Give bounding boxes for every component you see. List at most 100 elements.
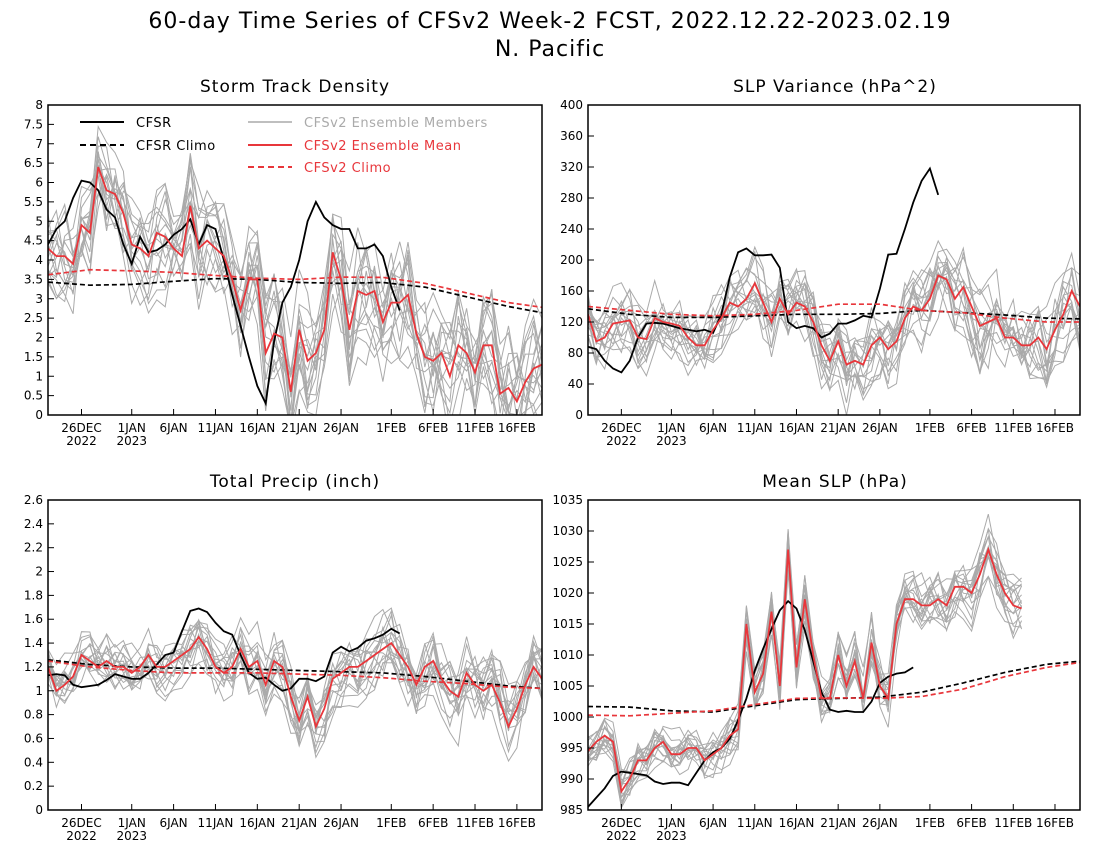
x-tick-label: 6JAN [160,421,188,435]
y-tick-label: 0.8 [24,708,43,722]
x-tick-label: 16JAN [779,421,815,435]
ensemble-member-line [48,153,538,415]
y-tick-label: 7 [35,137,43,151]
x-tick-label: 26JAN [862,421,898,435]
ensemble-member-line [48,609,542,734]
y-tick-label: 40 [568,377,583,391]
x-tick-label: 26DEC [61,421,101,435]
legend-label-ensemble-mean: CFSv2 Ensemble Mean [304,139,461,154]
y-tick-label: 1 [35,369,43,383]
x-tick-label: 6JAN [160,816,188,830]
y-tick-label: 1015 [552,617,583,631]
y-tick-label: 2 [35,331,43,345]
panel-total-precip: Total Precip (inch) 0 0.2 0.4 0.6 0.8 1 1.2 1.4… [24,472,543,843]
x-tick-year-label: 2022 [606,434,637,448]
x-tick-label: 6FEB [956,816,986,830]
x-tick-label: 26JAN [862,816,898,830]
series-line-cfsv2-ensemble-mean [588,274,1080,366]
series-line-cfsv2-climo [588,303,1080,323]
x-tick-year-label: 2023 [116,434,147,448]
x-tick-label: 21JAN [281,421,317,435]
y-tick-label: 0.5 [24,389,43,403]
y-tick-label: 1 [35,684,43,698]
y-tick-label: 4 [35,253,43,267]
x-tick-label: 16JAN [239,816,275,830]
x-tick-label: 11JAN [737,421,773,435]
legend-label-cfsr: CFSR [136,116,172,131]
y-tick-label: 5.5 [24,195,43,209]
x-tick-year-label: 2022 [66,829,97,843]
panel-storm-track-density: Storm Track Density 0 0.5 1 1.5 2 2.5 3 3.5 4 4.5… [24,77,543,448]
y-tick-label: 0.4 [24,755,43,769]
x-tick-label: 11FEB [994,421,1032,435]
ensemble-member-line [48,608,542,731]
panel-title: Mean SLP (hPa) [762,472,908,492]
panel-title: Total Precip (inch) [209,472,380,492]
ensemble-member-line [588,248,1080,402]
plot-frame [47,499,543,811]
legend-label-cfsr-climo: CFSR Climo [136,139,216,154]
y-tick-label: 3.5 [24,272,43,286]
ensemble-member-line [48,165,542,408]
x-tick-year-label: 2022 [66,434,97,448]
y-tick-label: 1.5 [24,350,43,364]
y-tick-label: 8 [35,98,43,112]
ensemble-member-line [588,530,1022,808]
y-tick-label: 0.2 [24,779,43,793]
series-line-cfsr-climo [48,277,542,314]
x-tick-label: 11FEB [456,816,494,830]
series-line-cfsv2-climo [48,660,542,690]
ensemble-member-line [48,627,542,754]
y-tick-label: 200 [560,253,583,267]
ensemble-member-line [588,527,1023,799]
x-tick-label: 16FEB [498,421,536,435]
legend-label-ensemble-members: CFSv2 Ensemble Members [304,116,488,131]
y-tick-label: 280 [560,191,583,205]
x-tick-label: 21JAN [820,816,856,830]
y-tick-label: 995 [560,741,583,755]
ensemble-members [588,513,1023,810]
x-tick-label: 1FEB [915,816,945,830]
series-line-cfsr [588,599,914,808]
x-tick-label: 6JAN [699,421,727,435]
ensemble-member-line [48,173,542,415]
y-tick-label: 2.2 [24,541,43,555]
y-tick-label: 160 [560,284,583,298]
series-line-cfsr [48,607,401,692]
y-tick-label: 3 [35,292,43,306]
y-tick-label: 1030 [552,524,583,538]
ensemble-members [48,124,542,415]
y-tick-label: 0 [35,408,43,422]
x-tick-label: 16JAN [239,421,275,435]
figure-title: 60-day Time Series of CFSv2 Week-2 FCST,… [148,9,951,34]
x-tick-label: 6FEB [418,816,448,830]
plot-frame [587,104,1081,416]
ensemble-member-line [588,513,1022,785]
y-tick-label: 4.5 [24,234,43,248]
y-tick-label: 2.5 [24,311,43,325]
y-tick-label: 1.8 [24,588,43,602]
panel-mean-slp: Mean SLP (hPa) 985 990 995 1000 1005 1010 1015… [552,472,1081,843]
figure-subtitle: N. Pacific [495,37,605,62]
legend: CFSR CFSR Climo CFSv2 Ensemble Members C… [80,116,488,176]
x-tick-label: 11JAN [737,816,773,830]
x-tick-label: 11JAN [198,816,234,830]
x-tick-year-label: 2023 [656,434,687,448]
y-tick-label: 985 [560,803,583,817]
x-tick-label: 16FEB [498,816,536,830]
y-tick-label: 240 [560,222,583,236]
y-tick-label: 2 [35,565,43,579]
x-tick-label: 1JAN [657,816,685,830]
ensemble-member-line [48,152,542,415]
y-tick-label: 1000 [552,710,583,724]
ensemble-member-line [48,167,542,415]
y-tick-label: 1.4 [24,636,43,650]
ensemble-member-line [588,261,1080,373]
ensemble-member-line [588,552,1022,796]
y-tick-label: 80 [568,346,583,360]
x-tick-label: 6JAN [699,816,727,830]
series-line-cfsr [588,166,940,374]
x-tick-label: 16FEB [1036,816,1074,830]
y-tick-label: 7.5 [24,117,43,131]
x-tick-label: 21JAN [820,421,856,435]
